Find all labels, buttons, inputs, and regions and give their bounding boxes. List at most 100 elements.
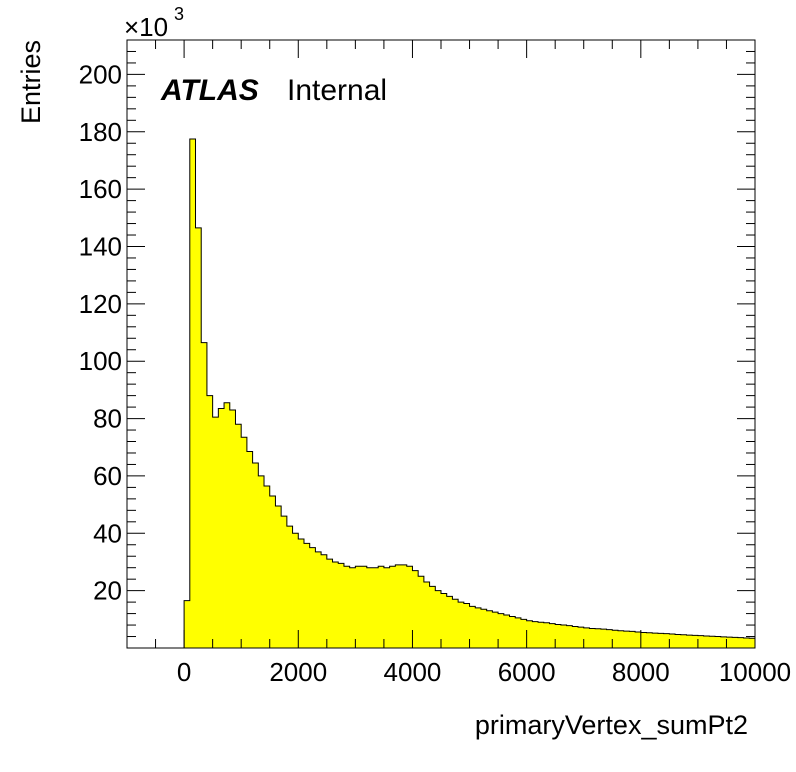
histogram-bin: [423, 582, 430, 648]
histogram-bin: [361, 566, 368, 648]
y-tick-label: 20: [93, 576, 122, 606]
histogram-bin: [697, 635, 705, 648]
histogram-bin: [555, 624, 562, 648]
histogram-bin: [646, 632, 653, 648]
histogram-bin: [224, 402, 231, 648]
tick-labels: 0 2000 4000 6000 8000 10000 20 40 60 80 100 120 140 1…: [79, 59, 792, 687]
histogram-bin: [538, 622, 545, 648]
histogram-bin: [201, 342, 208, 648]
histogram-bin: [435, 590, 442, 648]
histogram-bin: [595, 628, 602, 648]
histogram-bin: [515, 617, 522, 648]
histogram-bin: [264, 485, 271, 648]
histogram-bin: [526, 620, 533, 648]
histogram-bin: [372, 567, 379, 648]
x-tick-label: 2000: [269, 657, 327, 687]
y-tick-label: 180: [79, 117, 122, 147]
histogram-bin: [184, 600, 191, 648]
histogram-bin: [389, 566, 396, 648]
y-scale-exponent: 3: [174, 4, 184, 24]
histogram-bin: [298, 539, 305, 648]
histogram-bin: [549, 623, 556, 648]
x-tick-label: 6000: [498, 657, 556, 687]
histogram-bin: [218, 408, 225, 648]
histogram-bin: [469, 606, 476, 648]
histogram-bin: [578, 627, 585, 648]
histogram-bin: [418, 576, 425, 648]
histogram-bin: [640, 632, 647, 648]
histogram-bin: [583, 627, 590, 648]
histogram-bin: [395, 564, 402, 648]
x-tick-label: 8000: [612, 657, 670, 687]
histogram-bin: [412, 570, 419, 648]
histogram-bin: [600, 629, 607, 648]
histogram-bin: [475, 607, 482, 648]
y-scale-multiplier: ×10: [124, 12, 168, 42]
histogram-bin: [286, 526, 293, 648]
y-tick-label: 200: [79, 59, 122, 89]
histogram-bin: [715, 636, 722, 648]
histogram-bin: [229, 409, 236, 648]
histogram-bin: [737, 637, 744, 648]
histogram-bin: [378, 566, 385, 648]
histogram-bin: [629, 631, 636, 648]
histogram-bin: [246, 451, 253, 648]
histogram-bin: [623, 631, 630, 648]
histogram-bin: [303, 543, 311, 648]
histogram-bin: [452, 599, 459, 648]
histogram-bin: [726, 637, 733, 648]
histogram-bin: [589, 628, 596, 648]
histogram-bin: [686, 635, 693, 648]
histogram-bin: [189, 138, 196, 648]
histogram-bin: [292, 533, 299, 648]
histogram-bin: [692, 635, 699, 648]
histogram-bin: [635, 631, 642, 648]
y-tick-label: 120: [79, 289, 122, 319]
histogram-bin: [486, 610, 493, 648]
axis-ticks: [126, 39, 756, 648]
histogram-bin: [463, 603, 470, 648]
histogram-bin: [680, 634, 687, 648]
x-tick-label: 4000: [384, 657, 442, 687]
histogram-outline: [183, 138, 756, 648]
histogram-bin: [572, 626, 579, 648]
atlas-label: ATLAS: [160, 74, 259, 107]
histogram-bin: [709, 636, 716, 648]
y-tick-label: 140: [79, 231, 122, 261]
histogram-bin: [532, 621, 539, 648]
histogram-bin: [612, 630, 619, 648]
histogram-bin: [566, 625, 573, 648]
histogram-bin: [366, 567, 373, 648]
histogram-bin: [446, 596, 453, 648]
x-tick-label: 10000: [719, 657, 791, 687]
y-axis-title: Entries: [16, 40, 46, 124]
histogram-bin: [383, 567, 391, 648]
histogram-bin: [326, 559, 333, 648]
histogram-bin: [509, 616, 516, 648]
histogram-bin: [480, 609, 488, 648]
y-tick-label: 80: [93, 404, 122, 434]
x-axis-title: primaryVertex_sumPt2: [475, 710, 748, 740]
histogram-bin: [606, 629, 613, 648]
histogram-bin: [349, 567, 356, 648]
histogram-bin: [560, 625, 567, 648]
histogram-bin: [343, 566, 351, 648]
histogram-bin: [675, 634, 682, 648]
histogram-bin: [657, 633, 665, 648]
histogram-bin: [275, 506, 282, 648]
histogram-bin: [252, 463, 259, 648]
histogram-bin: [212, 417, 219, 648]
histogram-bin: [406, 566, 413, 648]
histogram-bin: [732, 637, 739, 648]
atlas-internal-label: Internal: [287, 74, 387, 107]
histogram-bin: [720, 636, 727, 648]
histogram-bin: [195, 227, 202, 648]
histogram-bin: [617, 630, 625, 648]
histogram-bin: [441, 593, 448, 648]
histogram-bin: [401, 564, 408, 648]
histogram-bin: [669, 633, 676, 648]
histogram-bin: [315, 551, 322, 648]
histogram-bars: [183, 138, 756, 648]
histogram-bin: [703, 635, 710, 648]
